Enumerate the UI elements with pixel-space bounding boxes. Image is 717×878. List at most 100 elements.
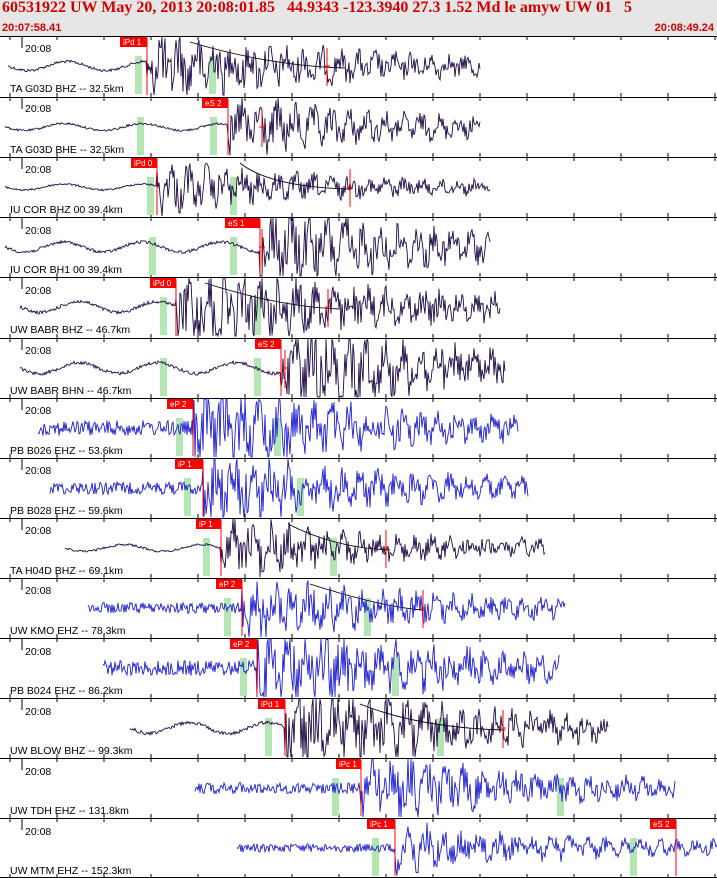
- time-end: 20:08:49.24: [654, 22, 714, 34]
- trace-11-waveform: [102, 638, 561, 698]
- trace-9-tick-label: 20:08: [25, 525, 51, 537]
- trace-1-coda-curve: [189, 41, 346, 69]
- trace-6-s-window: [254, 358, 261, 396]
- trace-14-waveform: [236, 822, 717, 876]
- trace-11-s-window: [392, 658, 399, 696]
- trace-6-waveform: [19, 338, 506, 398]
- trace-14-p-window: [372, 838, 379, 876]
- trace-14-station-label: UW MTM EHZ -- 152.3km: [10, 865, 132, 877]
- trace-7-pick-label: eP 2: [170, 400, 187, 409]
- trace-11-station-label: PB B024 EHZ -- 86.2km: [10, 685, 123, 697]
- trace-12-p-window: [265, 718, 272, 756]
- trace-5-pick-label: iPd 0: [153, 279, 172, 288]
- trace-5-waveform: [19, 277, 501, 338]
- trace-1-tick-label: 20:08: [25, 43, 51, 55]
- trace-4-station-label: IU COR BH1 00 39.4km: [10, 264, 122, 276]
- trace-11-pick-box: [230, 639, 257, 649]
- trace-11-tick-label: 20:08: [25, 646, 51, 658]
- header-bar: 60531922 UW May 20, 2013 20:08:01.85 44.…: [0, 0, 717, 36]
- trace-14-s-window: [630, 838, 637, 876]
- trace-6-p-window: [160, 358, 167, 396]
- trace-8-pick-label: iP 1: [178, 460, 192, 469]
- trace-2-pick-box: [202, 98, 228, 108]
- trace-2-s-window: [210, 117, 217, 155]
- trace-14-pick2-box: [650, 819, 676, 829]
- trace-10-s-window: [364, 598, 371, 636]
- trace-14-pick-box: [367, 819, 395, 829]
- trace-13-s-window: [557, 778, 564, 816]
- trace-4-s-window: [230, 237, 237, 275]
- trace-1-waveform: [7, 36, 481, 96]
- trace-2-waveform: [4, 97, 481, 156]
- trace-9-coda-curve: [287, 523, 391, 551]
- trace-8-station-label: PB B028 EHZ -- 59.6km: [10, 505, 123, 517]
- trace-6-pick-box: [255, 339, 281, 349]
- trace-5-pick-box: [150, 278, 176, 288]
- trace-10-p-window: [224, 598, 231, 636]
- trace-9-station-label: TA H04D BHZ -- 69.1km: [10, 565, 123, 577]
- trace-4-p-window: [149, 237, 156, 275]
- trace-5-s-window: [254, 297, 261, 335]
- trace-12-waveform: [129, 697, 609, 758]
- trace-3-s-window: [230, 177, 237, 215]
- trace-2-pick-label: eS 2: [205, 99, 222, 108]
- trace-7-s-window: [274, 418, 281, 456]
- trace-3-p-window: [147, 177, 154, 215]
- trace-4-waveform: [4, 217, 491, 278]
- trace-13-station-label: UW TDH EHZ -- 131.8km: [10, 805, 129, 817]
- trace-10-pick-box: [216, 579, 242, 589]
- trace-1-pick-label: iPd 1: [123, 38, 142, 47]
- trace-10-tick-label: 20:08: [25, 585, 51, 597]
- trace-4-pick-label: eS 1: [228, 219, 245, 228]
- trace-6-tick-label: 20:08: [25, 345, 51, 357]
- trace-12-pick-label: iPd 1: [261, 700, 280, 709]
- trace-7-tick-label: 20:08: [25, 405, 51, 417]
- trace-11-p-window: [240, 658, 247, 696]
- trace-8-s-window: [297, 478, 304, 516]
- trace-3-station-label: IU COR BHZ 00 39.4km: [10, 204, 123, 216]
- time-start: 20:07:58.41: [2, 22, 62, 34]
- trace-8-p-window: [184, 478, 191, 516]
- trace-5-station-label: UW BABR BHZ -- 46.7km: [10, 324, 130, 336]
- trace-13-waveform: [194, 758, 676, 818]
- trace-2-p-window: [137, 117, 144, 155]
- trace-4-tick-label: 20:08: [25, 225, 51, 237]
- event-title: 60531922 UW May 20, 2013 20:08:01.85 44.…: [2, 0, 633, 16]
- trace-14-tick-label: 20:08: [25, 826, 51, 838]
- trace-4-pick-box: [225, 218, 260, 228]
- trace-7-waveform: [37, 398, 519, 459]
- trace-1-station-label: TA G03D BHZ -- 32.5km: [10, 83, 124, 95]
- trace-5-tick-label: 20:08: [25, 285, 51, 297]
- trace-8-tick-label: 20:08: [25, 465, 51, 477]
- trace-14-pick2-label: eS 2: [653, 820, 670, 829]
- trace-12-station-label: UW BLOW BHZ -- 99.3km: [10, 745, 133, 757]
- trace-13-pick-label: iPc 1: [339, 760, 357, 769]
- trace-9-waveform: [64, 518, 546, 578]
- trace-2-station-label: TA G03D BHE -- 32.5km: [10, 144, 124, 156]
- trace-13-tick-label: 20:08: [25, 766, 51, 778]
- trace-12-s-window: [437, 718, 444, 756]
- trace-3-pick-box: [131, 158, 157, 168]
- trace-3-waveform: [4, 162, 491, 217]
- trace-10-station-label: UW KMO EHZ -- 78.3km: [10, 625, 126, 637]
- trace-1-pick-box: [120, 37, 147, 47]
- trace-12-tick-label: 20:08: [25, 706, 51, 718]
- trace-6-station-label: UW BABR BHN -- 46.7km: [10, 385, 132, 397]
- trace-12-pick-box: [258, 699, 285, 709]
- trace-8-pick-box: [175, 459, 203, 469]
- trace-13-pick-box: [336, 759, 361, 769]
- trace-12-coda-curve: [359, 703, 506, 731]
- trace-13-p-window: [332, 778, 339, 816]
- trace-1-p-window: [135, 56, 142, 94]
- trace-10-waveform: [87, 580, 566, 638]
- trace-9-p-window: [203, 538, 210, 576]
- trace-9-pick-label: iP 1: [199, 520, 213, 529]
- trace-7-p-window: [176, 418, 183, 456]
- trace-7-station-label: PB B026 EHZ -- 53.6km: [10, 445, 123, 457]
- trace-3-tick-label: 20:08: [25, 164, 51, 176]
- trace-2-tick-label: 20:08: [25, 103, 51, 115]
- trace-8-waveform: [49, 458, 529, 518]
- trace-3-pick-label: iPd 0: [134, 159, 153, 168]
- trace-1-s-window: [209, 56, 216, 94]
